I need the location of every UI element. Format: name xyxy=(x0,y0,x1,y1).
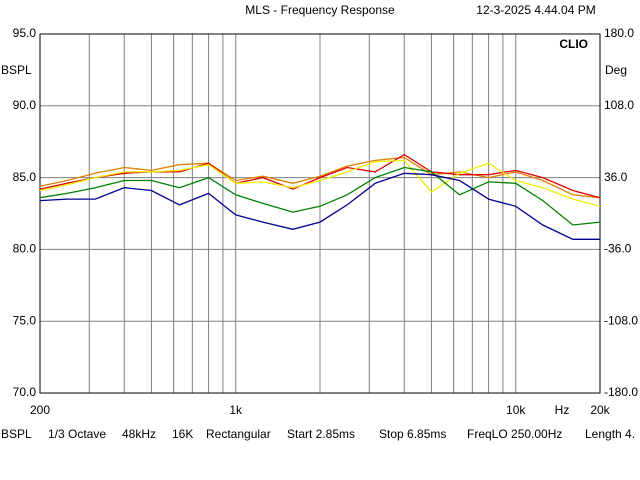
x-axis-label: Hz xyxy=(555,403,570,417)
y2-tick-label: -108.0 xyxy=(604,313,638,327)
y2-tick-label: -36.0 xyxy=(604,242,632,256)
y2-tick-label: 180.0 xyxy=(604,26,634,40)
brand: CLIO xyxy=(559,37,588,51)
series-line xyxy=(39,159,601,207)
y-tick-label: 75.0 xyxy=(13,313,37,327)
y-tick-label: 95.0 xyxy=(13,26,37,40)
status-item: FreqLO 250.00Hz xyxy=(467,427,562,441)
status-item: 1/3 Octave xyxy=(48,427,106,441)
x-tick-label: 200 xyxy=(30,403,50,417)
y-tick-label: 70.0 xyxy=(13,385,37,399)
status-item: BSPL xyxy=(1,427,32,441)
plot-frame xyxy=(39,33,601,394)
x-tick-label: 20k xyxy=(590,403,610,417)
status-item: 48kHz xyxy=(122,427,156,441)
series-line xyxy=(39,172,600,240)
status-item: 16K xyxy=(172,427,193,441)
series-line xyxy=(39,166,601,226)
status-item: Length 4. xyxy=(585,427,635,441)
status-item: Stop 6.85ms xyxy=(379,427,446,441)
y2-tick-label: 108.0 xyxy=(604,98,634,112)
status-item: Rectangular xyxy=(206,427,271,441)
y2-tick-label: -180.0 xyxy=(604,385,638,399)
x-tick-label: 10k xyxy=(506,403,526,417)
timestamp: 12-3-2025 4.44.04 PM xyxy=(476,3,595,17)
series-line xyxy=(39,153,601,199)
y-axis-label: BSPL xyxy=(1,63,32,77)
series-line xyxy=(39,156,601,199)
x-tick-label: 1k xyxy=(229,403,243,417)
y2-axis-label: Deg xyxy=(605,63,627,77)
y-tick-label: 90.0 xyxy=(13,98,37,112)
chart-title: MLS - Frequency Response xyxy=(245,3,395,17)
status-item: Start 2.85ms xyxy=(287,427,355,441)
y-tick-label: 80.0 xyxy=(13,242,37,256)
y-tick-label: 85.0 xyxy=(13,170,37,184)
y2-tick-label: 36.0 xyxy=(604,170,628,184)
